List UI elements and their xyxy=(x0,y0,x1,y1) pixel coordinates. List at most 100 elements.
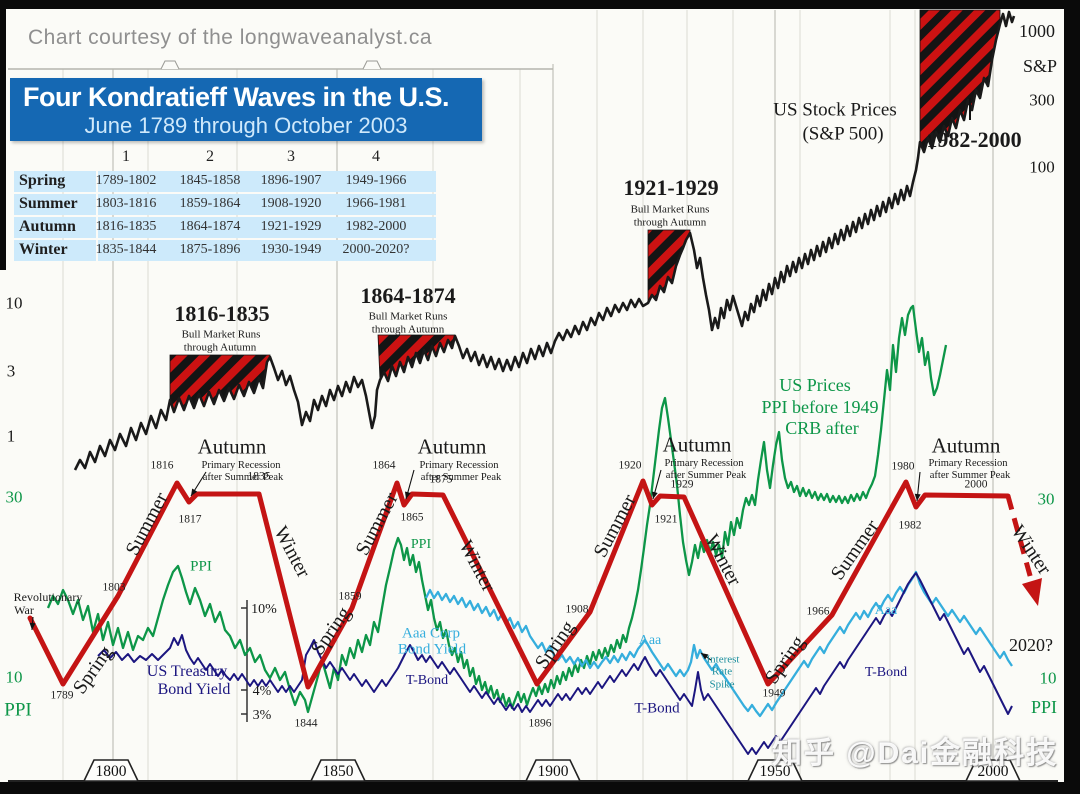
kondratieff-wave-forecast xyxy=(1005,495,1037,591)
wave-table-column-header: 4 xyxy=(372,148,380,165)
wave-table-cell: 1896-1907 xyxy=(260,173,322,188)
wave-table-cell: 1875-1896 xyxy=(179,242,241,257)
wave-table-column-header: 1 xyxy=(122,148,130,165)
autumn-1-note1: Primary Recession xyxy=(201,459,281,471)
ppi-label-2: PPI xyxy=(410,537,432,552)
year-1908: 1908 xyxy=(565,603,589,616)
sp-axis-1: 1 xyxy=(6,426,16,446)
kondratieff-wave-line xyxy=(27,478,1011,690)
wave-table-cell: 1982-2000 xyxy=(345,219,407,234)
aaa-corp-label1: Aaa Corp xyxy=(402,625,460,642)
x-axis-year-marker xyxy=(309,759,367,782)
rev-war-label2: War xyxy=(14,603,34,617)
wave-table-cell: 1949-1966 xyxy=(345,173,407,188)
autumn-4-note2: after Summer Peak xyxy=(929,469,1011,481)
annotation-arrowhead-icon xyxy=(914,493,921,501)
courtesy-text: Chart courtesy of the longwaveanalyst.ca xyxy=(28,26,433,49)
top-axis-marker xyxy=(160,60,180,70)
ust-label2: Bond Yield xyxy=(157,681,231,698)
sp-axis-name: S&P xyxy=(1022,56,1058,76)
bull-1864-note1: Bull Market Runs xyxy=(368,310,448,323)
autumn-4-note1: Primary Recession xyxy=(928,457,1008,469)
us-prices-label1: US Prices xyxy=(779,375,851,395)
year-1835: 1835 xyxy=(247,470,271,483)
us-prices-label2: PPI before 1949 xyxy=(761,397,879,417)
wave-table-cell: 1864-1874 xyxy=(179,219,241,234)
wave-table-row-bg xyxy=(98,170,436,192)
sp-series-label1: US Stock Prices xyxy=(773,99,897,121)
sp-axis-100: 100 xyxy=(1029,157,1055,177)
bull-1982-2000: 1982-2000 xyxy=(926,127,1022,152)
rate-spike-label2: Rate xyxy=(711,665,733,678)
aaa-corp-label2: Bond Yield xyxy=(397,641,467,658)
x-axis-year-label: 1800 xyxy=(96,763,127,780)
bull-1864-1874: 1864-1874 xyxy=(360,283,456,308)
rev-war-label1: Revolutionary xyxy=(13,590,83,604)
wave-table-label-bg xyxy=(14,239,96,261)
wave-table-cell: 1930-1949 xyxy=(260,242,322,257)
ppi-axis-30-left: 30 xyxy=(5,487,23,507)
future-2020: 2020? xyxy=(1009,635,1053,655)
x-axis-year-marker xyxy=(746,759,804,782)
year-1865: 1865 xyxy=(400,511,424,524)
forecast-arrowhead-icon xyxy=(1022,578,1042,606)
year-1980: 1980 xyxy=(891,460,915,473)
bull-1921-note1: Bull Market Runs xyxy=(630,203,710,216)
x-axis-year-label: 1950 xyxy=(760,763,791,780)
wave-table-label-bg xyxy=(14,193,96,215)
frame-bottom xyxy=(0,782,1080,794)
x-axis-year-label: 1850 xyxy=(323,763,354,780)
year-1949: 1949 xyxy=(762,687,786,700)
wave-table-cell: 2000-2020? xyxy=(342,242,410,257)
year-1966: 1966 xyxy=(806,605,830,618)
wave-table-cell: 1921-1929 xyxy=(260,219,322,234)
year-1816: 1816 xyxy=(150,459,174,472)
aaa-label-2: Aaa xyxy=(638,633,662,648)
frame-right xyxy=(1064,0,1080,794)
bull-1921-note2: through Autumn xyxy=(633,216,707,229)
us-prices-label3: CRB after xyxy=(785,418,859,438)
x-axis-year-marker xyxy=(82,759,140,782)
year-1803: 1803 xyxy=(102,581,126,594)
ppi-label-1: PPI xyxy=(190,558,212,575)
wave-table-column-header: 2 xyxy=(206,148,214,165)
rate-spike-label3: Spike xyxy=(709,678,735,691)
year-1875: 1875 xyxy=(429,473,453,486)
wave-table-cell: 1859-1864 xyxy=(179,196,241,211)
aaa-bond-line xyxy=(424,570,1013,718)
sp-axis-10: 10 xyxy=(5,293,23,313)
autumn-3: Autumn xyxy=(662,432,732,457)
sp500-line xyxy=(73,10,1016,471)
bull-1816-1835: 1816-1835 xyxy=(174,301,270,326)
rate-tick-3pct: 3% xyxy=(252,708,272,723)
tbond-label-3: T-Bond xyxy=(864,665,908,680)
bull-1864-note2: through Autumn xyxy=(371,323,445,336)
wave-table-label-bg xyxy=(14,216,96,238)
rate-tick-4pct: 4% xyxy=(252,684,272,699)
wave-table-cell: 1845-1858 xyxy=(179,173,241,188)
year-1920: 1920 xyxy=(618,459,642,472)
bull-1921-1929: 1921-1929 xyxy=(623,175,719,200)
year-1789: 1789 xyxy=(50,689,74,702)
wave-table-row-bg xyxy=(98,193,436,215)
wave-table-cell: 1789-1802 xyxy=(95,173,157,188)
frame-top xyxy=(0,0,1080,9)
tbond-line xyxy=(97,572,1013,755)
autumn-1-note2: after Summer Peak xyxy=(202,471,284,483)
chart-subtitle: June 1789 through October 2003 xyxy=(84,113,408,138)
bull-1816-note2: through Autumn xyxy=(183,341,257,354)
annotation-arrowhead-icon xyxy=(651,491,658,499)
annotation-arrowhead-icon xyxy=(191,488,198,496)
x-axis-year-marker xyxy=(964,759,1022,782)
ust-label1: US Treasury xyxy=(146,663,228,680)
year-1864: 1864 xyxy=(372,459,396,472)
x-axis-year-label: 1900 xyxy=(538,763,569,780)
wave-table-cell: 1816-1835 xyxy=(95,219,157,234)
wave-table-cell: 1803-1816 xyxy=(95,196,157,211)
ppi-axis-30-right: 30 xyxy=(1037,489,1055,509)
sp-axis-1000: 1000 xyxy=(1019,21,1055,41)
wave-table-cell: 1966-1981 xyxy=(345,196,407,211)
annotation-arrowhead-icon xyxy=(701,653,709,660)
autumn-3-note1: Primary Recession xyxy=(664,457,744,469)
